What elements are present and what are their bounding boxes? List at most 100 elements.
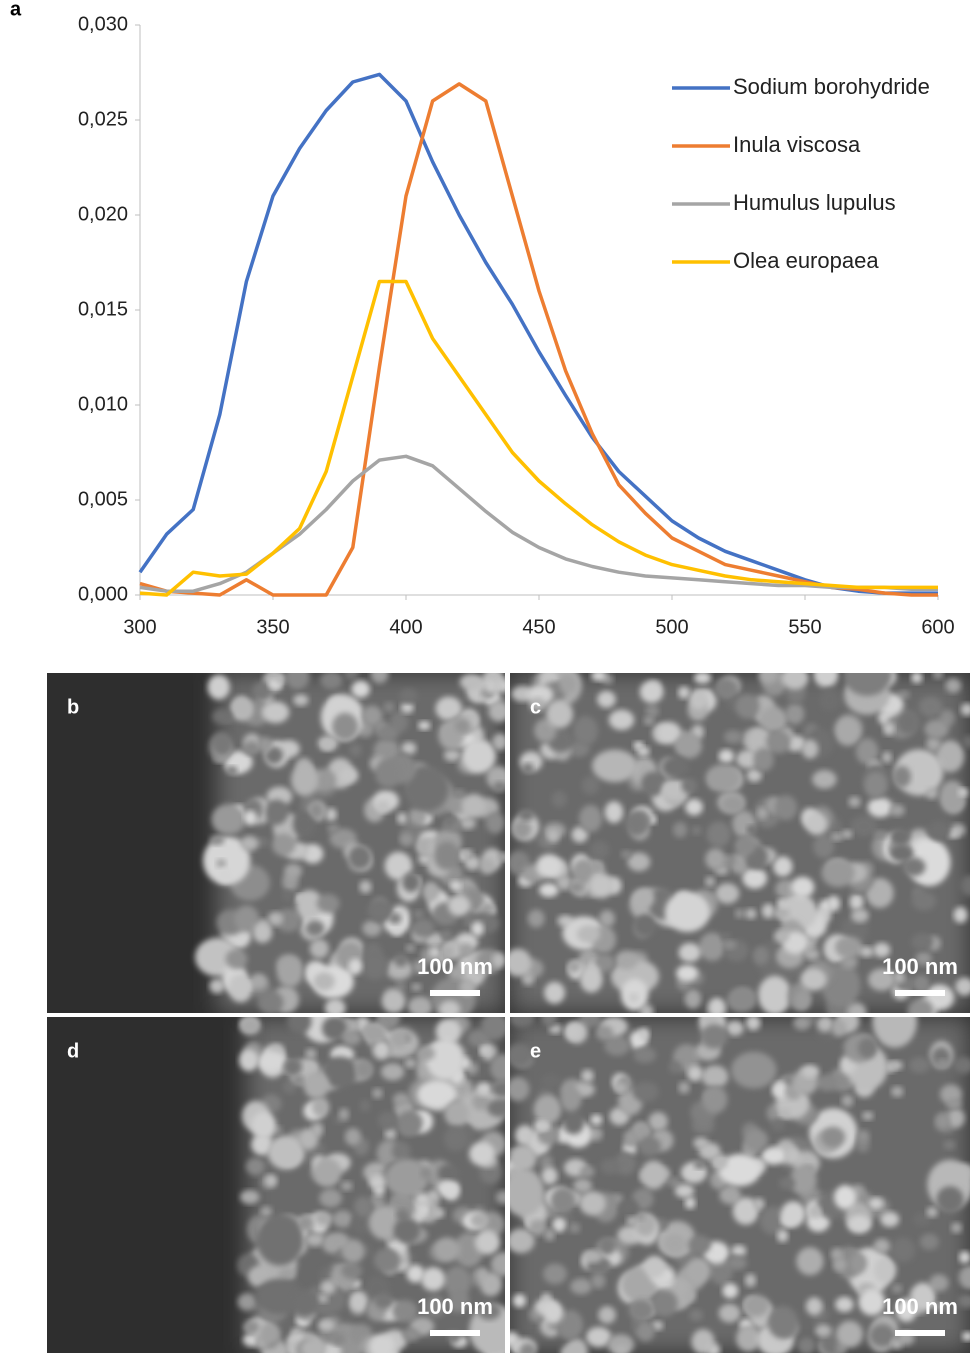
particle [771,1118,785,1132]
particle [292,811,316,838]
particle [821,858,855,888]
particle [267,1135,305,1170]
particle [293,1075,304,1085]
particle [911,933,933,951]
series-line [139,279,938,597]
particle [432,1208,445,1218]
particle [790,1165,817,1196]
particle [732,1197,759,1225]
particle [252,922,273,943]
particle [351,1329,366,1343]
particle [932,673,944,680]
particle [710,1153,728,1170]
particle [856,1129,870,1143]
particle [897,709,921,735]
particle [579,1165,595,1178]
particle [211,804,246,835]
particle [591,1273,606,1289]
x-tick-label: 500 [655,616,688,638]
particle [589,1127,603,1141]
particle [805,1297,823,1316]
particle [859,946,874,958]
particle [239,1049,259,1072]
particle [539,883,559,898]
particle [477,1302,501,1321]
particle [348,845,372,870]
particle [412,918,435,938]
particle [240,1189,260,1205]
particle [297,1215,314,1231]
particle [934,1302,946,1311]
particle [373,1248,401,1273]
particle [705,848,726,870]
particle [873,1238,891,1254]
particle [234,905,260,933]
particle [541,1166,558,1185]
particle [869,1324,895,1347]
particle [882,722,895,736]
particle [539,1155,554,1170]
particle [380,1063,405,1081]
particle [529,697,546,712]
scale-bar [895,990,945,996]
particle [947,1108,965,1128]
particle [243,810,257,826]
particle [414,1192,431,1207]
particle [847,1002,867,1013]
particle [550,1187,576,1215]
particle [348,1290,369,1313]
particle [216,858,227,868]
particle [480,1272,502,1297]
particle [372,1040,391,1060]
particle [338,1108,350,1121]
particle [576,925,601,943]
particle [861,1111,874,1121]
particle [275,908,302,933]
particle [565,1338,588,1353]
particle [480,1017,505,1041]
particle [929,1274,949,1292]
particle [889,1060,903,1071]
particle [340,1181,353,1191]
particle [422,881,440,902]
particle [570,1278,592,1295]
particle [245,1157,265,1176]
particle [836,1320,863,1348]
particle [683,1289,697,1302]
particle [759,706,788,733]
particle [914,974,929,991]
particles [237,1017,505,1353]
particle [604,801,624,824]
particle [919,1233,939,1250]
particle [424,932,444,947]
particle [349,743,362,757]
particle [892,765,912,788]
particle [821,1126,846,1148]
particle [406,1264,425,1283]
particle [705,764,741,793]
particle [628,992,639,1003]
particle [634,914,657,936]
sem-image: e 100 nm [510,1017,970,1353]
particle [277,958,303,988]
particle [766,729,791,754]
sem-image: b 100 nm [47,673,505,1013]
particle [834,1185,857,1210]
particle [485,811,505,834]
particle [595,1025,614,1041]
y-tick-label: 0,000 [78,583,128,605]
particle [392,1299,418,1323]
particle [377,724,399,742]
particle [813,834,835,859]
particle [461,738,496,774]
particle [362,1022,387,1043]
particle [797,1337,816,1353]
x-tick-label: 550 [788,616,821,638]
particle [416,1046,436,1061]
particle [745,1017,761,1031]
particle [579,804,603,833]
legend-label: Sodium borohydride [733,74,930,99]
particle [623,1129,640,1147]
particle [701,1065,729,1088]
particle [648,1111,668,1132]
